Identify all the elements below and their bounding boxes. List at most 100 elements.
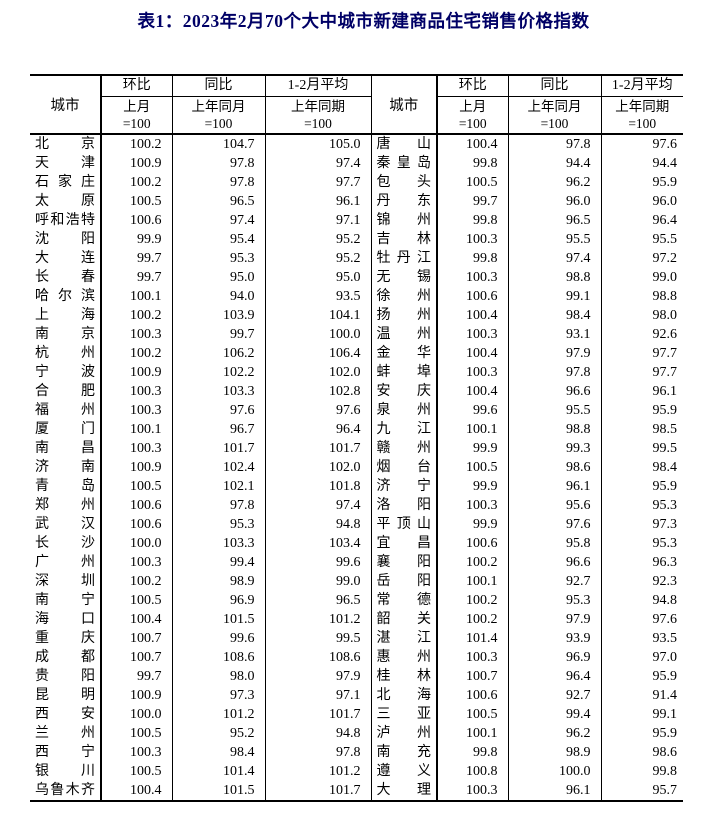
- header-yoy-left: 同比: [172, 75, 266, 97]
- city-cell: 南昌: [30, 439, 102, 458]
- value-cell: 96.1: [508, 781, 602, 801]
- value-cell: 96.9: [508, 648, 602, 667]
- table-row: 长春 99.7 95.0 95.0 无锡 100.3 98.8 99.0: [30, 268, 683, 287]
- city-cell: 吉林: [371, 230, 438, 249]
- city-cell: 呼和浩特: [30, 211, 102, 230]
- value-cell: 96.1: [508, 477, 602, 496]
- header-group-row: 城市 环比 同比 1-2月平均 城市 环比 同比 1-2月平均: [30, 75, 683, 135]
- table-row: 长沙 100.0 103.3 103.4 宜昌 100.6 95.8 95.3: [30, 534, 683, 553]
- value-cell: 99.8: [437, 154, 509, 173]
- city-cell: 广州: [30, 553, 102, 572]
- value-cell: 97.7: [265, 173, 372, 192]
- value-cell: 95.7: [652, 783, 678, 798]
- value-cell: 95.9: [652, 669, 678, 684]
- value-cell: 96.7: [172, 420, 266, 439]
- city-cell: 九江: [371, 420, 438, 439]
- city-cell: 贵阳: [30, 667, 102, 686]
- value-cell: 100.6: [437, 686, 509, 705]
- value-cell: 100.2: [437, 610, 509, 629]
- value-cell: 97.9: [508, 610, 602, 629]
- value-cell: 92.3: [652, 574, 678, 589]
- value-cell: 100.3: [101, 553, 173, 572]
- value-cell: 102.2: [172, 363, 266, 382]
- value-cell: 99.6: [265, 553, 372, 572]
- table-row: 厦门 100.1 96.7 96.4 九江 100.1 98.8 98.5: [30, 420, 683, 439]
- value-cell: 97.8: [508, 134, 602, 154]
- value-cell: 100.5: [101, 762, 173, 781]
- value-cell: 97.8: [265, 743, 372, 762]
- header-mom-base-left: 上月 =100: [101, 96, 173, 135]
- city-cell: 大理: [371, 781, 438, 801]
- city-cell: 金华: [371, 344, 438, 363]
- city-cell: 大连: [30, 249, 102, 268]
- table-row: 太原 100.5 96.5 96.1 丹东 99.7 96.0 96.0: [30, 192, 683, 211]
- value-cell: 99.3: [508, 439, 602, 458]
- value-cell: 99.7: [101, 249, 173, 268]
- value-cell: 102.0: [265, 458, 372, 477]
- value-cell: 102.0: [265, 363, 372, 382]
- city-cell: 西宁: [30, 743, 102, 762]
- value-cell: 97.4: [265, 496, 372, 515]
- city-cell: 安庆: [371, 382, 438, 401]
- header-avg-base-left: 上年同期 =100: [265, 96, 372, 135]
- value-cell: 97.7: [652, 365, 678, 380]
- table-row: 昆明 100.9 97.3 97.1 北海 100.6 92.7 91.4: [30, 686, 683, 705]
- value-cell: 93.1: [508, 325, 602, 344]
- value-cell: 98.8: [652, 289, 678, 304]
- value-cell: 97.6: [172, 401, 266, 420]
- value-cell: 100.9: [101, 458, 173, 477]
- value-cell: 98.4: [172, 743, 266, 762]
- value-cell: 99.8: [652, 764, 678, 779]
- value-cell: 101.2: [172, 705, 266, 724]
- value-cell: 102.8: [265, 382, 372, 401]
- value-cell: 100.0: [101, 534, 173, 553]
- city-cell: 泉州: [371, 401, 438, 420]
- city-cell: 三亚: [371, 705, 438, 724]
- value-cell: 95.9: [652, 175, 678, 190]
- value-cell: 100.4: [101, 610, 173, 629]
- value-cell: 94.8: [652, 593, 678, 608]
- city-cell: 兰州: [30, 724, 102, 743]
- value-cell: 97.6: [265, 401, 372, 420]
- value-cell: 99.7: [101, 667, 173, 686]
- table-row: 南宁 100.5 96.9 96.5 常德 100.2 95.3 94.8: [30, 591, 683, 610]
- city-cell: 扬州: [371, 306, 438, 325]
- value-cell: 95.3: [508, 591, 602, 610]
- value-cell: 96.2: [508, 724, 602, 743]
- city-cell: 平顶山: [371, 515, 438, 534]
- value-cell: 100.3: [437, 363, 509, 382]
- value-cell: 96.3: [652, 555, 678, 570]
- table-header: 城市 环比 同比 1-2月平均 城市 环比 同比 1-2月平均 上月 =100 …: [30, 75, 683, 135]
- value-cell: 100.0: [101, 705, 173, 724]
- value-cell: 100.6: [101, 211, 173, 230]
- value-cell: 99.9: [437, 515, 509, 534]
- header-sub-label: 上年同月: [191, 99, 246, 114]
- value-cell: 104.7: [172, 134, 266, 154]
- value-cell: 94.4: [508, 154, 602, 173]
- city-cell: 北京: [30, 134, 102, 154]
- value-cell: 99.1: [652, 707, 678, 722]
- value-cell: 96.1: [652, 384, 678, 399]
- value-cell: 100.4: [437, 344, 509, 363]
- value-cell: 101.7: [265, 439, 372, 458]
- header-base-label: =100: [628, 116, 657, 131]
- value-cell: 99.4: [508, 705, 602, 724]
- value-cell: 100.3: [437, 268, 509, 287]
- city-cell: 沈阳: [30, 230, 102, 249]
- city-cell: 惠州: [371, 648, 438, 667]
- value-cell: 100.2: [101, 572, 173, 591]
- value-cell: 96.6: [508, 382, 602, 401]
- value-cell: 99.7: [101, 268, 173, 287]
- table-row: 武汉 100.6 95.3 94.8 平顶山 99.9 97.6 97.3: [30, 515, 683, 534]
- value-cell: 100.9: [101, 154, 173, 173]
- value-cell: 100.1: [437, 572, 509, 591]
- city-cell: 秦皇岛: [371, 154, 438, 173]
- value-cell: 99.7: [172, 325, 266, 344]
- value-cell: 98.9: [172, 572, 266, 591]
- value-cell: 100.7: [437, 667, 509, 686]
- value-cell: 100.3: [437, 325, 509, 344]
- value-cell: 108.6: [265, 648, 372, 667]
- value-cell: 99.8: [437, 211, 509, 230]
- city-cell: 昆明: [30, 686, 102, 705]
